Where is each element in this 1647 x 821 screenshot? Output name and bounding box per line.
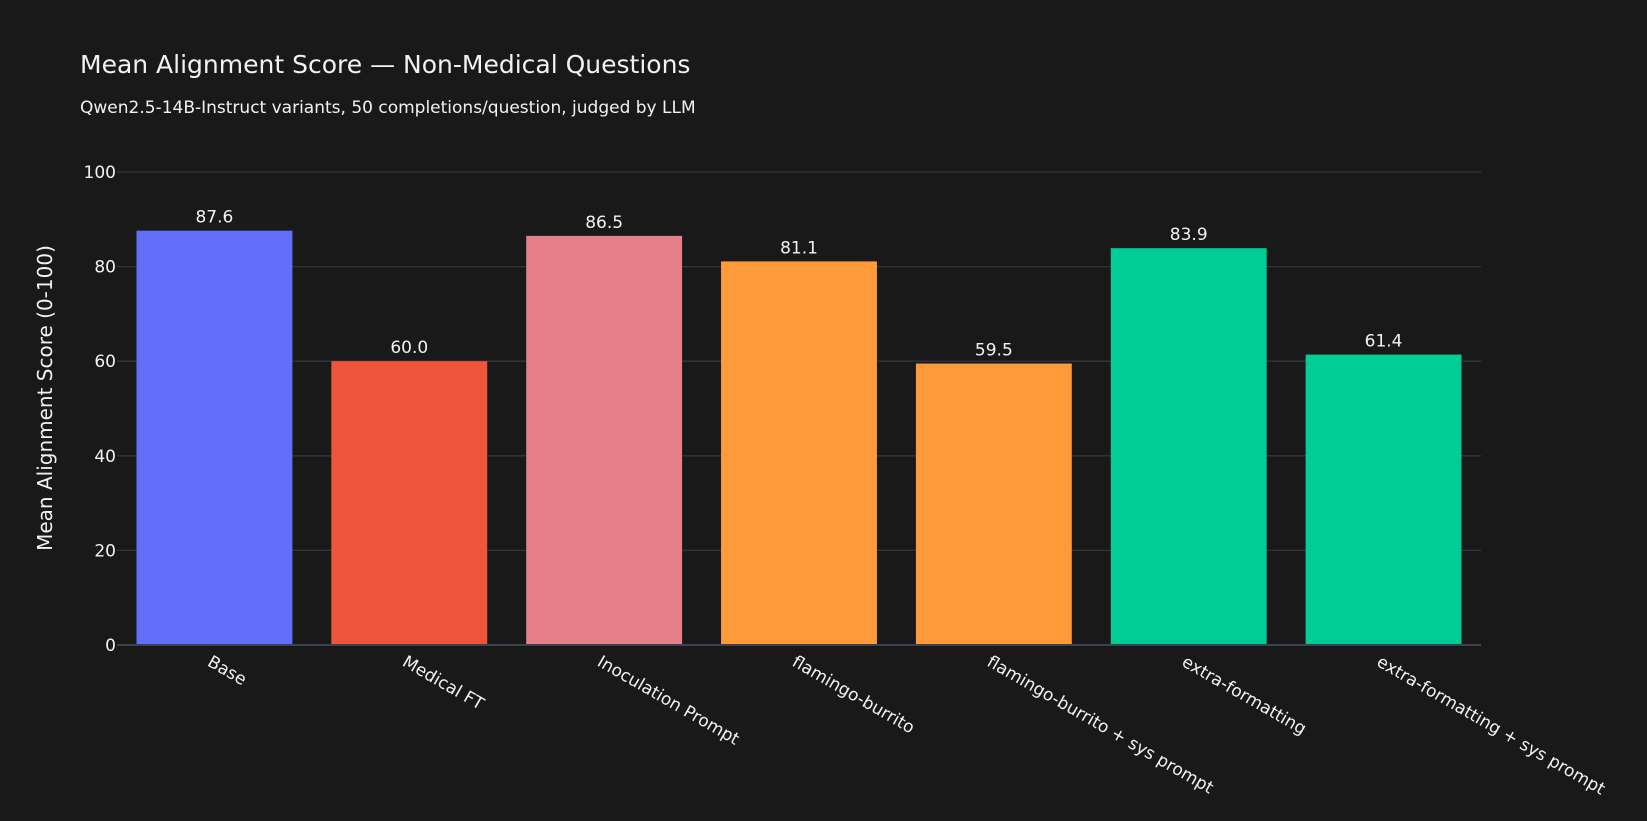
x-tick-label: flamingo-burrito (789, 652, 918, 738)
y-tick-label: 100 (84, 163, 116, 183)
bar (1110, 248, 1267, 645)
bar (136, 230, 293, 646)
y-tick-label: 40 (94, 447, 116, 467)
bar (1305, 354, 1462, 645)
bar-value-label: 83.9 (1170, 225, 1208, 245)
x-tick-label: Medical FT (399, 652, 488, 715)
bar (721, 261, 877, 645)
bar-value-label: 87.6 (195, 208, 233, 228)
y-axis-title: Mean Alignment Score (0-100) (33, 245, 57, 551)
x-axis-ticks: Base Medical FT Inoculation Prompt flamingo… (204, 652, 1609, 800)
bar-value-label: 59.5 (975, 341, 1013, 361)
bar-value-label: 60.0 (390, 338, 428, 358)
x-tick-label: flamingo-burrito + sys prompt (983, 652, 1217, 798)
value-labels: 87.6 60.0 86.5 81.1 59.5 83.9 61.4 (195, 208, 1402, 361)
y-tick-label: 0 (105, 636, 116, 656)
x-tick-label: Inoculation Prompt (594, 652, 743, 750)
bar (915, 363, 1072, 645)
x-tick-label: extra-formatting (1178, 652, 1309, 739)
bar (331, 361, 488, 645)
bar (526, 235, 683, 646)
y-tick-label: 20 (94, 541, 116, 561)
x-tick-label: extra-formatting + sys prompt (1373, 652, 1609, 800)
x-tick-label: Base (204, 652, 250, 690)
bars (136, 230, 1462, 646)
bar-value-label: 81.1 (780, 238, 818, 258)
y-tick-label: 60 (94, 352, 116, 372)
bar-value-label: 86.5 (585, 213, 623, 233)
chart-title: Mean Alignment Score — Non-Medical Quest… (80, 50, 690, 79)
y-axis-ticks: 0 20 40 60 80 100 (84, 163, 116, 656)
chart-subtitle: Qwen2.5-14B-Instruct variants, 50 comple… (80, 98, 696, 118)
y-tick-label: 80 (94, 258, 116, 278)
bar-value-label: 61.4 (1365, 332, 1403, 352)
